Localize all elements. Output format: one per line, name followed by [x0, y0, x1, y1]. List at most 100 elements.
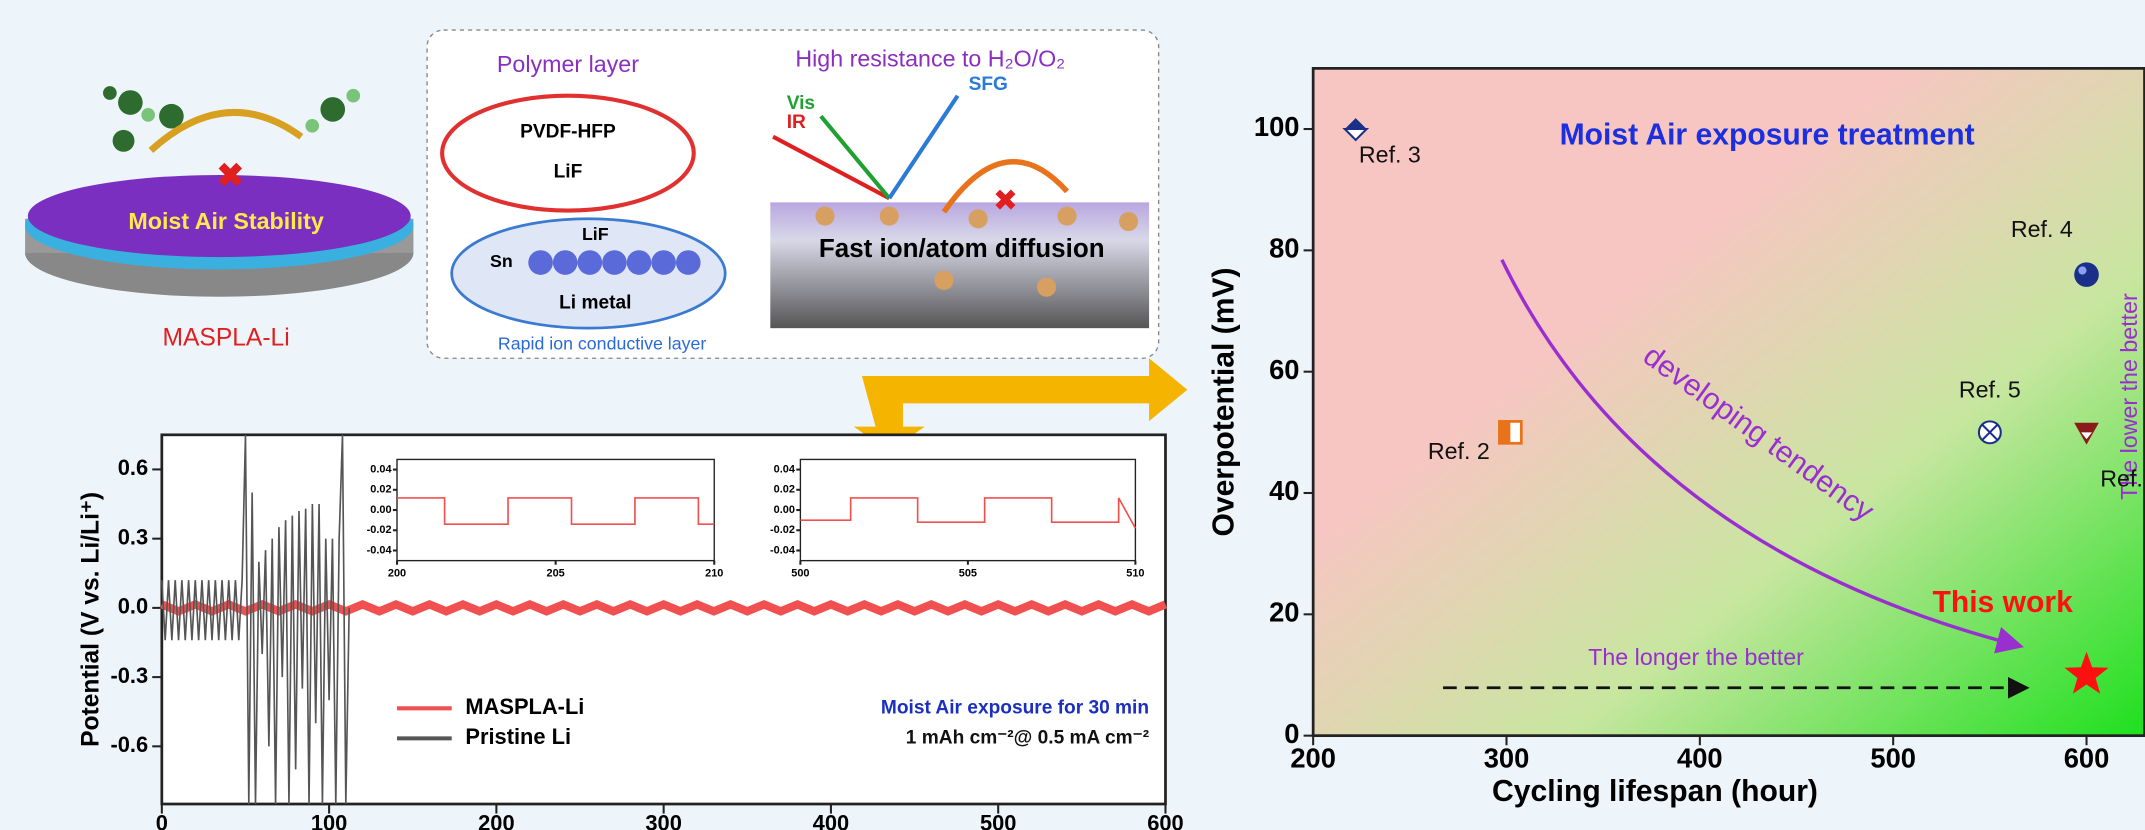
scatter-point: [2074, 262, 2099, 287]
y-tick-label: -0.04: [367, 544, 393, 556]
point-label: Ref. 4: [2011, 216, 2073, 242]
arrow: [941, 158, 1070, 214]
marker-part: [2064, 651, 2109, 694]
scatter-point: [1977, 420, 2002, 445]
label: PVDF-HFP: [520, 122, 616, 143]
y-tick-label: 80: [1269, 233, 1299, 264]
y-tick-label: 0.00: [370, 504, 391, 516]
annotation: Moist Air exposure for 30 min: [881, 697, 1149, 718]
inset-bg: [390, 451, 1150, 568]
scatter-point: [1498, 420, 1523, 445]
disk-top: [27, 175, 411, 258]
x-tick-label: 200: [388, 568, 406, 580]
y-tick-label: 0.04: [774, 463, 796, 475]
x-tick-label: 400: [813, 811, 849, 830]
label: Fast ion/atom diffusion: [819, 233, 1105, 263]
annotation: The lower the better: [2116, 293, 2142, 500]
label: High resistance to H₂O/O₂: [795, 45, 1065, 71]
y-tick-label: 40: [1269, 475, 1299, 506]
marker-part: [2078, 266, 2087, 275]
label: LiF: [554, 161, 583, 182]
beam: [819, 114, 891, 200]
x-tick-label: 205: [547, 568, 565, 580]
cross: ✖: [216, 156, 243, 193]
y-tick-label: -0.02: [367, 524, 392, 536]
scatter-point: [2074, 422, 2099, 445]
point-label: Ref. 1: [2100, 465, 2145, 491]
beam: [887, 94, 960, 200]
scatter-point: [1342, 118, 1370, 142]
series-line: [800, 497, 1137, 529]
scatter-point: [2064, 651, 2109, 694]
marker-part: [2081, 432, 2092, 440]
marker-part: [1499, 421, 1511, 444]
beam: [772, 134, 891, 201]
y-axis-title: Potential (V vs. Li/Li⁺): [77, 492, 104, 747]
x-axis-title: Cycling lifespan (hour): [1492, 775, 1818, 808]
y-tick-label: -0.3: [110, 663, 148, 688]
y-tick-label: 100: [1254, 111, 1300, 142]
series-line: [160, 599, 1168, 616]
y-tick-label: 0.6: [118, 455, 148, 480]
series-line: [397, 497, 715, 526]
particles: [815, 206, 1139, 297]
label: Moist Air Stability: [128, 208, 323, 234]
x-tick-label: 210: [705, 568, 723, 580]
y-tick-label: -0.04: [770, 544, 796, 556]
marker-part: [1980, 423, 1999, 442]
x-tick-label: 500: [791, 568, 809, 580]
point-label: Ref. 2: [1428, 438, 1490, 464]
plot-area: [1313, 68, 2145, 736]
trend-arrow: [1500, 259, 2024, 654]
x-tick-label: 100: [311, 811, 347, 830]
annotation: The longer the better: [1588, 644, 1804, 670]
x-tick-label: 505: [959, 568, 977, 580]
x-tick-label: 500: [1870, 742, 1916, 773]
label: LiF: [582, 224, 609, 244]
y-tick-label: -0.02: [770, 524, 795, 536]
y-tick-label: 0.00: [774, 504, 795, 516]
y-tick-label: 20: [1269, 597, 1299, 628]
x-tick-label: 300: [1484, 742, 1530, 773]
annotation: Moist Air exposure treatment: [1560, 119, 1975, 152]
y-axis-title: Overpotential (mV): [1208, 267, 1241, 536]
atoms: [528, 250, 701, 275]
y-tick-label: 0.0: [118, 594, 148, 619]
label: Rapid ion conductive layer: [498, 333, 706, 353]
legend-label: MASPLA-Li: [465, 694, 584, 719]
label: Vis: [787, 93, 815, 114]
cross: ✖: [993, 184, 1018, 217]
y-tick-label: 0.02: [370, 484, 391, 496]
marker-part: [1342, 128, 1370, 142]
molecules: [103, 86, 361, 152]
x-tick-label: 200: [478, 811, 514, 830]
label: Polymer layer: [497, 51, 639, 77]
y-tick-label: 60: [1269, 354, 1299, 385]
label: Sn: [490, 251, 513, 271]
diagram: Moist Air Stability MASPLA-Li ✖ Polymer …: [25, 29, 1188, 452]
bubble: [440, 93, 696, 213]
slab: [770, 202, 1150, 329]
point-label: Ref. 3: [1359, 142, 1421, 168]
point-label: Ref. 5: [1959, 376, 2021, 402]
y-tick-label: 0.02: [774, 484, 795, 496]
connector-arrow: [853, 358, 1188, 452]
y-tick-label: -0.6: [110, 732, 148, 757]
x-tick-label: 400: [1677, 742, 1723, 773]
x-tick-label: 200: [1290, 742, 1336, 773]
label: MASPLA-Li: [162, 325, 289, 352]
point-label: This work: [1932, 586, 2073, 619]
x-tick-label: 600: [2064, 742, 2110, 773]
x-tick-label: 600: [1147, 811, 1183, 830]
y-tick-label: 0.3: [118, 524, 148, 549]
arrow: [148, 109, 304, 153]
legend-label: Pristine Li: [465, 724, 571, 749]
x-tick-label: 510: [1126, 568, 1144, 580]
label: IR: [787, 112, 806, 133]
marker-part: [1344, 118, 1367, 130]
marker-part: [2074, 262, 2099, 287]
y-tick-label: 0: [1284, 718, 1299, 749]
x-tick-label: 500: [980, 811, 1016, 830]
